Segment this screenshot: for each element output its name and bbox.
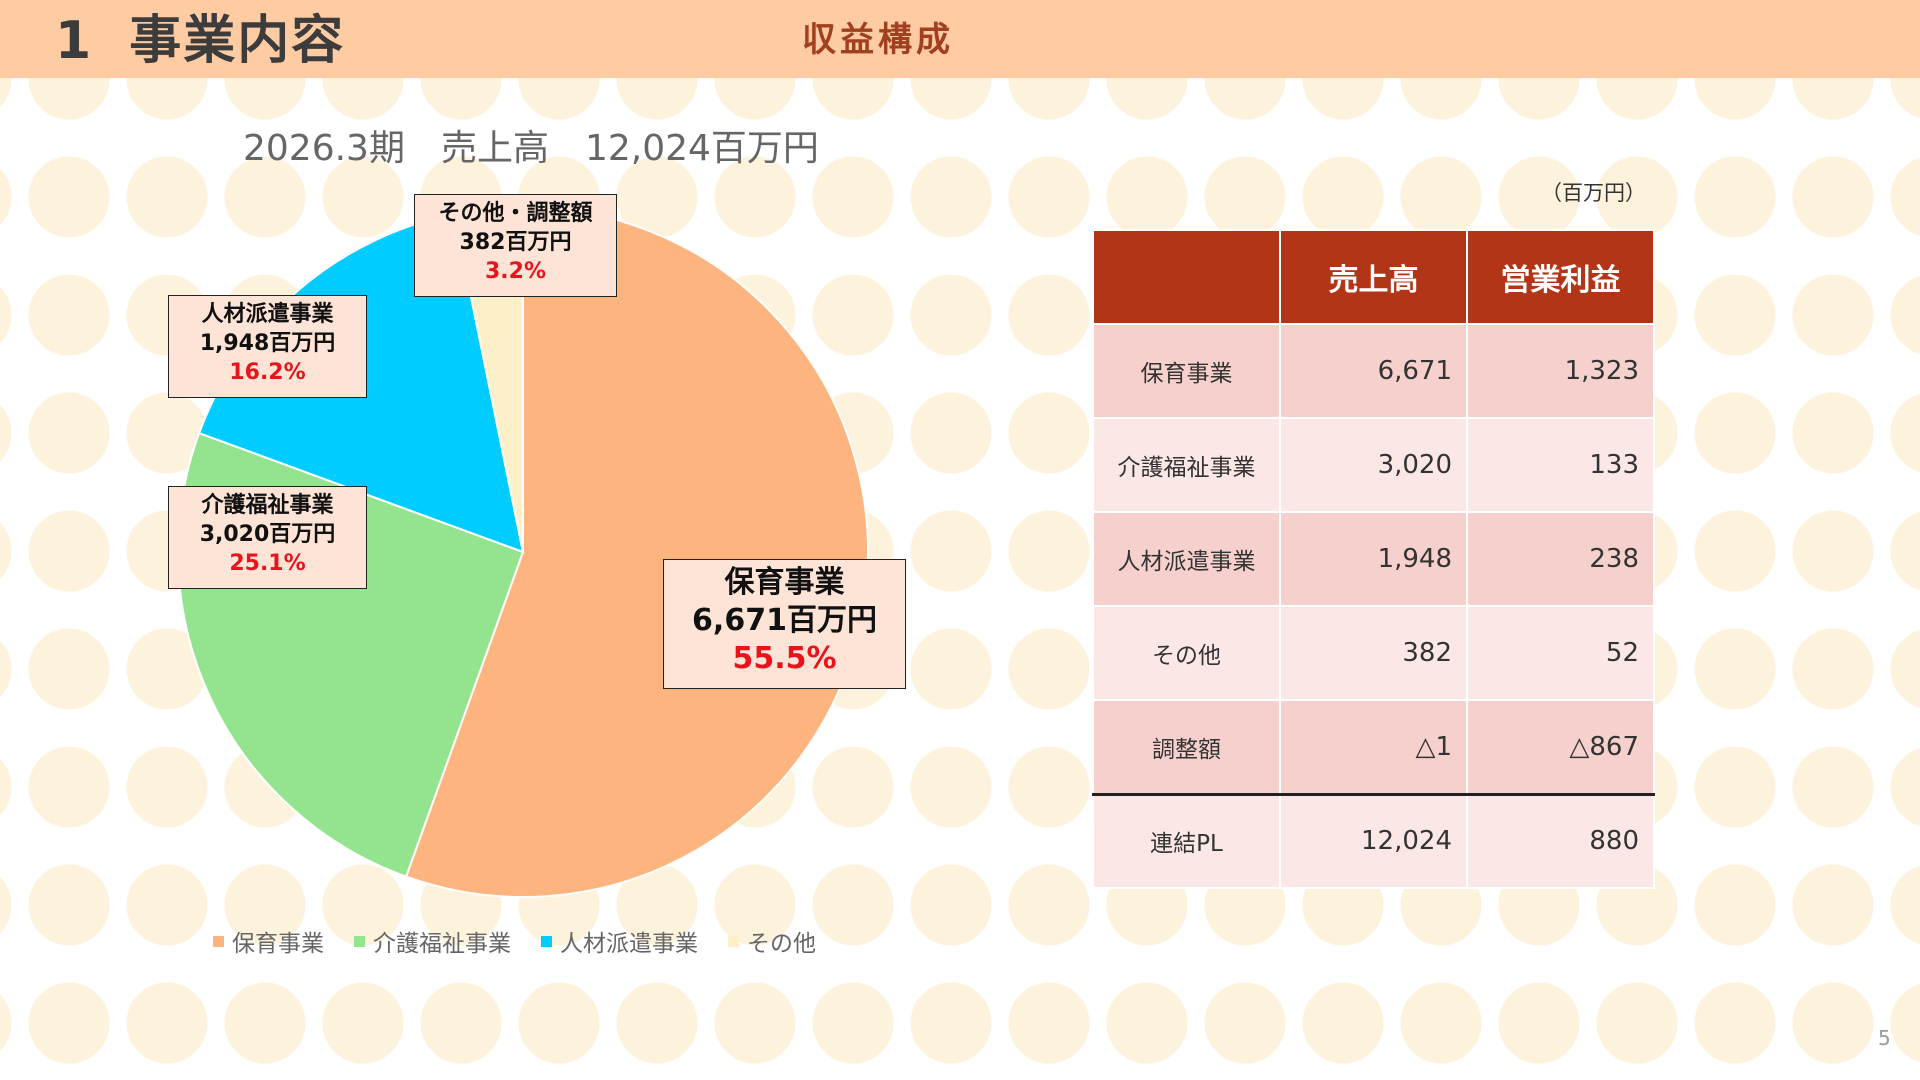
legend-label-jinzai: 人材派遣事業 [560,931,698,957]
callout-kaigo-pct: 25.1% [229,551,306,576]
row-sales: 3,020 [1279,417,1468,513]
callout-kaigo-amount: 3,020百万円 [199,522,336,547]
row-sales: 12,024 [1279,792,1468,889]
segment-table: 売上高 営業利益 保育事業 6,671 1,323 介護福祉事業 3,020 1… [1092,229,1655,889]
row-sales: 382 [1279,605,1468,701]
row-label: 連結PL [1092,792,1281,889]
legend-item-kaigo: 介護福祉事業 [354,924,511,958]
row-profit: 52 [1466,605,1655,701]
table-header-sales: 売上高 [1279,229,1468,325]
legend-label-kaigo: 介護福祉事業 [373,931,511,957]
callout-hoiku-label: 保育事業 [724,565,845,600]
legend-swatch-kaigo [354,935,365,947]
table-unit-note: （百万円） [1541,181,1646,205]
callout-other-pct: 3.2% [484,259,546,284]
callout-jinzai-amount: 1,948百万円 [199,331,336,356]
legend-label-other: その他 [747,931,816,957]
row-label: 人材派遣事業 [1092,511,1281,607]
callout-hoiku-amount: 6,671百万円 [692,603,877,638]
legend-swatch-other [728,935,739,947]
legend-label-hoiku: 保育事業 [232,931,324,957]
table-row: 人材派遣事業 1,948 238 [1092,511,1655,607]
callout-hoiku-pct: 55.5% [732,641,837,676]
callout-other: その他・調整額 382百万円 3.2% [414,194,617,297]
legend-item-hoiku: 保育事業 [213,924,324,958]
header-bar: 1 事業内容 収益構成 [0,0,1920,78]
section-title: 収益構成 [802,20,954,60]
callout-jinzai-pct: 16.2% [229,360,306,385]
table-row: その他 382 52 [1092,605,1655,701]
page-number: 5 [1878,1026,1891,1050]
callout-jinzai-label: 人材派遣事業 [201,302,334,327]
row-profit: △867 [1466,699,1655,795]
legend-item-other: その他 [728,924,816,958]
table-row: 保育事業 6,671 1,323 [1092,323,1655,419]
row-profit: 880 [1466,792,1655,889]
legend-item-jinzai: 人材派遣事業 [541,924,698,958]
callout-other-amount: 382百万円 [459,230,572,255]
callout-jinzai: 人材派遣事業 1,948百万円 16.2% [168,295,367,398]
row-sales: 6,671 [1279,323,1468,419]
page-title-number: 1 [55,11,94,71]
table-row: 介護福祉事業 3,020 133 [1092,417,1655,513]
page-title: 1 事業内容 [55,2,345,80]
row-profit: 133 [1466,417,1655,513]
table-row: 調整額 △1 △867 [1092,699,1655,795]
table-header-profit: 営業利益 [1466,229,1655,325]
table-header-row: 売上高 営業利益 [1092,229,1655,325]
row-label: 調整額 [1092,699,1281,795]
row-label: 介護福祉事業 [1092,417,1281,513]
table-total-row: 連結PL 12,024 880 [1092,792,1655,889]
page-title-text: 事業内容 [129,11,346,71]
chart-title: 2026.3期 売上高 12,024百万円 [243,128,819,169]
row-profit: 238 [1466,511,1655,607]
row-label: その他 [1092,605,1281,701]
callout-kaigo: 介護福祉事業 3,020百万円 25.1% [168,486,367,589]
legend-swatch-jinzai [541,935,552,947]
callout-other-label: その他・調整額 [438,201,593,226]
chart-legend: 保育事業 介護福祉事業 人材派遣事業 その他 [213,924,816,958]
callout-hoiku: 保育事業 6,671百万円 55.5% [663,559,906,689]
callout-kaigo-label: 介護福祉事業 [201,493,334,518]
legend-swatch-hoiku [213,935,224,947]
row-sales: 1,948 [1279,511,1468,607]
row-sales: △1 [1279,699,1468,795]
row-profit: 1,323 [1466,323,1655,419]
table-header-blank [1092,229,1281,325]
row-label: 保育事業 [1092,323,1281,419]
